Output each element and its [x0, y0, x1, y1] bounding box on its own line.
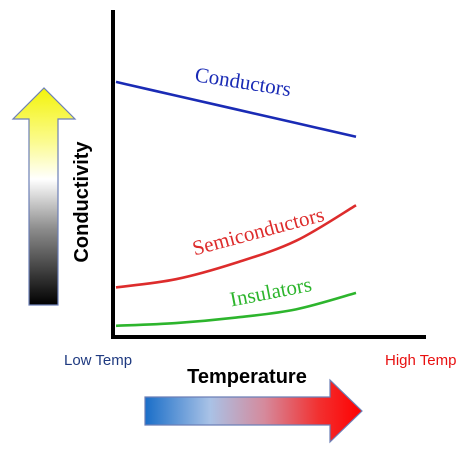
series-label-conductors: Conductors	[193, 62, 292, 101]
x-axis-label: Temperature	[187, 366, 307, 388]
high-temp-label: High Temp	[385, 352, 456, 369]
series-label-semiconductors: Semiconductors	[190, 202, 327, 260]
y-axis-label: Conductivity	[71, 141, 93, 263]
up-arrow-gradient-icon	[11, 87, 77, 306]
series-label-insulators: Insulators	[228, 272, 314, 311]
series-line-insulators	[115, 291, 357, 328]
series-layer: Conductors Semiconductors Insulators	[115, 62, 357, 328]
series-line-semiconductors	[115, 204, 357, 289]
series-line-conductors	[115, 80, 357, 138]
right-arrow-gradient-icon	[144, 378, 363, 444]
low-temp-label: Low Temp	[64, 352, 132, 369]
